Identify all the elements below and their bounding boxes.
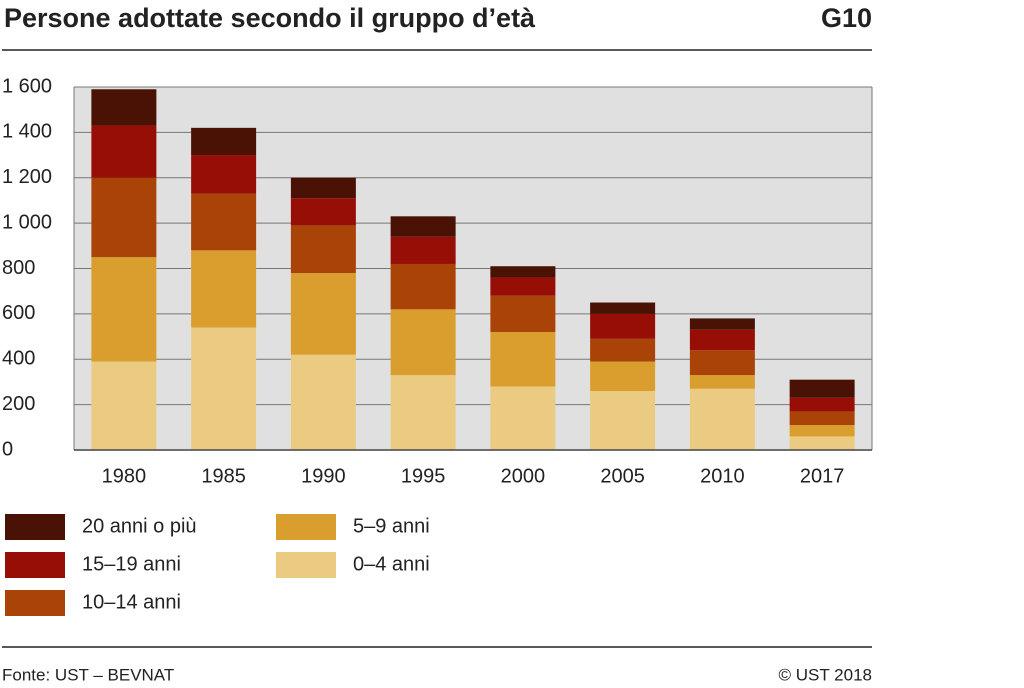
bar-segment [590,302,656,314]
x-tick-label: 1980 [102,465,147,487]
bar-segment [789,397,855,412]
x-tick-label: 2010 [700,465,745,487]
bar-segment [191,327,257,450]
x-tick-label: 1990 [301,465,346,487]
y-tick-label: 800 [2,257,35,279]
bar-segment [290,225,356,274]
bar-segment [390,236,456,264]
bar-segment [590,338,656,362]
bar-segment [91,257,157,362]
bar-segment [390,263,456,310]
x-tick-label: 2000 [501,465,546,487]
bar-segment [490,266,556,278]
bar-segment [490,386,556,450]
bar-segment [490,277,556,296]
legend-swatch [5,514,65,540]
x-tick-label: 1995 [401,465,446,487]
bar-segment [390,309,456,376]
bar-segment [390,375,456,450]
y-tick-label: 1 200 [2,166,52,188]
chart-label: G10 [821,3,872,33]
legend-label: 0–4 anni [353,553,430,575]
y-tick-label: 1 400 [2,121,52,143]
bar-segment [191,127,257,156]
bar-segment [191,250,257,328]
bar-segment [689,318,755,330]
bar-segment [91,89,157,126]
bar-segment [91,125,157,178]
bar-segment [390,216,456,237]
bar-segment [689,388,755,450]
bar-segment [689,350,755,376]
chart-title: Persone adottate secondo il gruppo d’età [4,3,536,33]
bar-segment [490,295,556,333]
bar-segment [689,375,755,389]
y-tick-label: 0 [2,438,13,460]
legend-swatch [276,552,336,578]
bar-segment [191,193,257,251]
bar-segment [490,332,556,387]
y-tick-label: 1 600 [2,75,52,97]
bar-segment [590,361,656,392]
bar-segment [290,177,356,199]
source: Fonte: UST – BEVNAT [2,665,174,684]
bar-segment [789,379,855,398]
y-tick-label: 200 [2,393,35,415]
x-tick-label: 2017 [800,465,845,487]
legend-label: 10–14 anni [82,591,181,613]
y-tick-label: 1 000 [2,211,52,233]
x-tick-label: 2005 [600,465,645,487]
plot: 0 200 400 600 800 1 000 1 200 1 400 1 600 1980 198… [2,75,873,616]
bar-segment [689,329,755,351]
legend-label: 5–9 anni [353,515,430,537]
bar-segment [789,436,855,450]
legend-swatch [5,552,65,578]
bar-segment [590,391,656,450]
copyright: © UST 2018 [779,665,872,684]
bar-segment [290,354,356,450]
legend-label: 20 anni o più [82,515,197,537]
x-tick-label: 1985 [201,465,246,487]
legend-swatch [276,514,336,540]
y-tick-label: 400 [2,348,35,370]
legend-label: 15–19 anni [82,553,181,575]
y-tick-label: 600 [2,302,35,324]
bar-segment [91,361,157,450]
bar-segment [590,313,656,339]
bar-segment [290,273,356,355]
bar-segment [789,425,855,437]
bar-segment [91,177,157,258]
bar-segment [290,198,356,226]
bar-segment [191,155,257,194]
legend-swatch [5,590,65,616]
bar-segment [789,411,855,426]
